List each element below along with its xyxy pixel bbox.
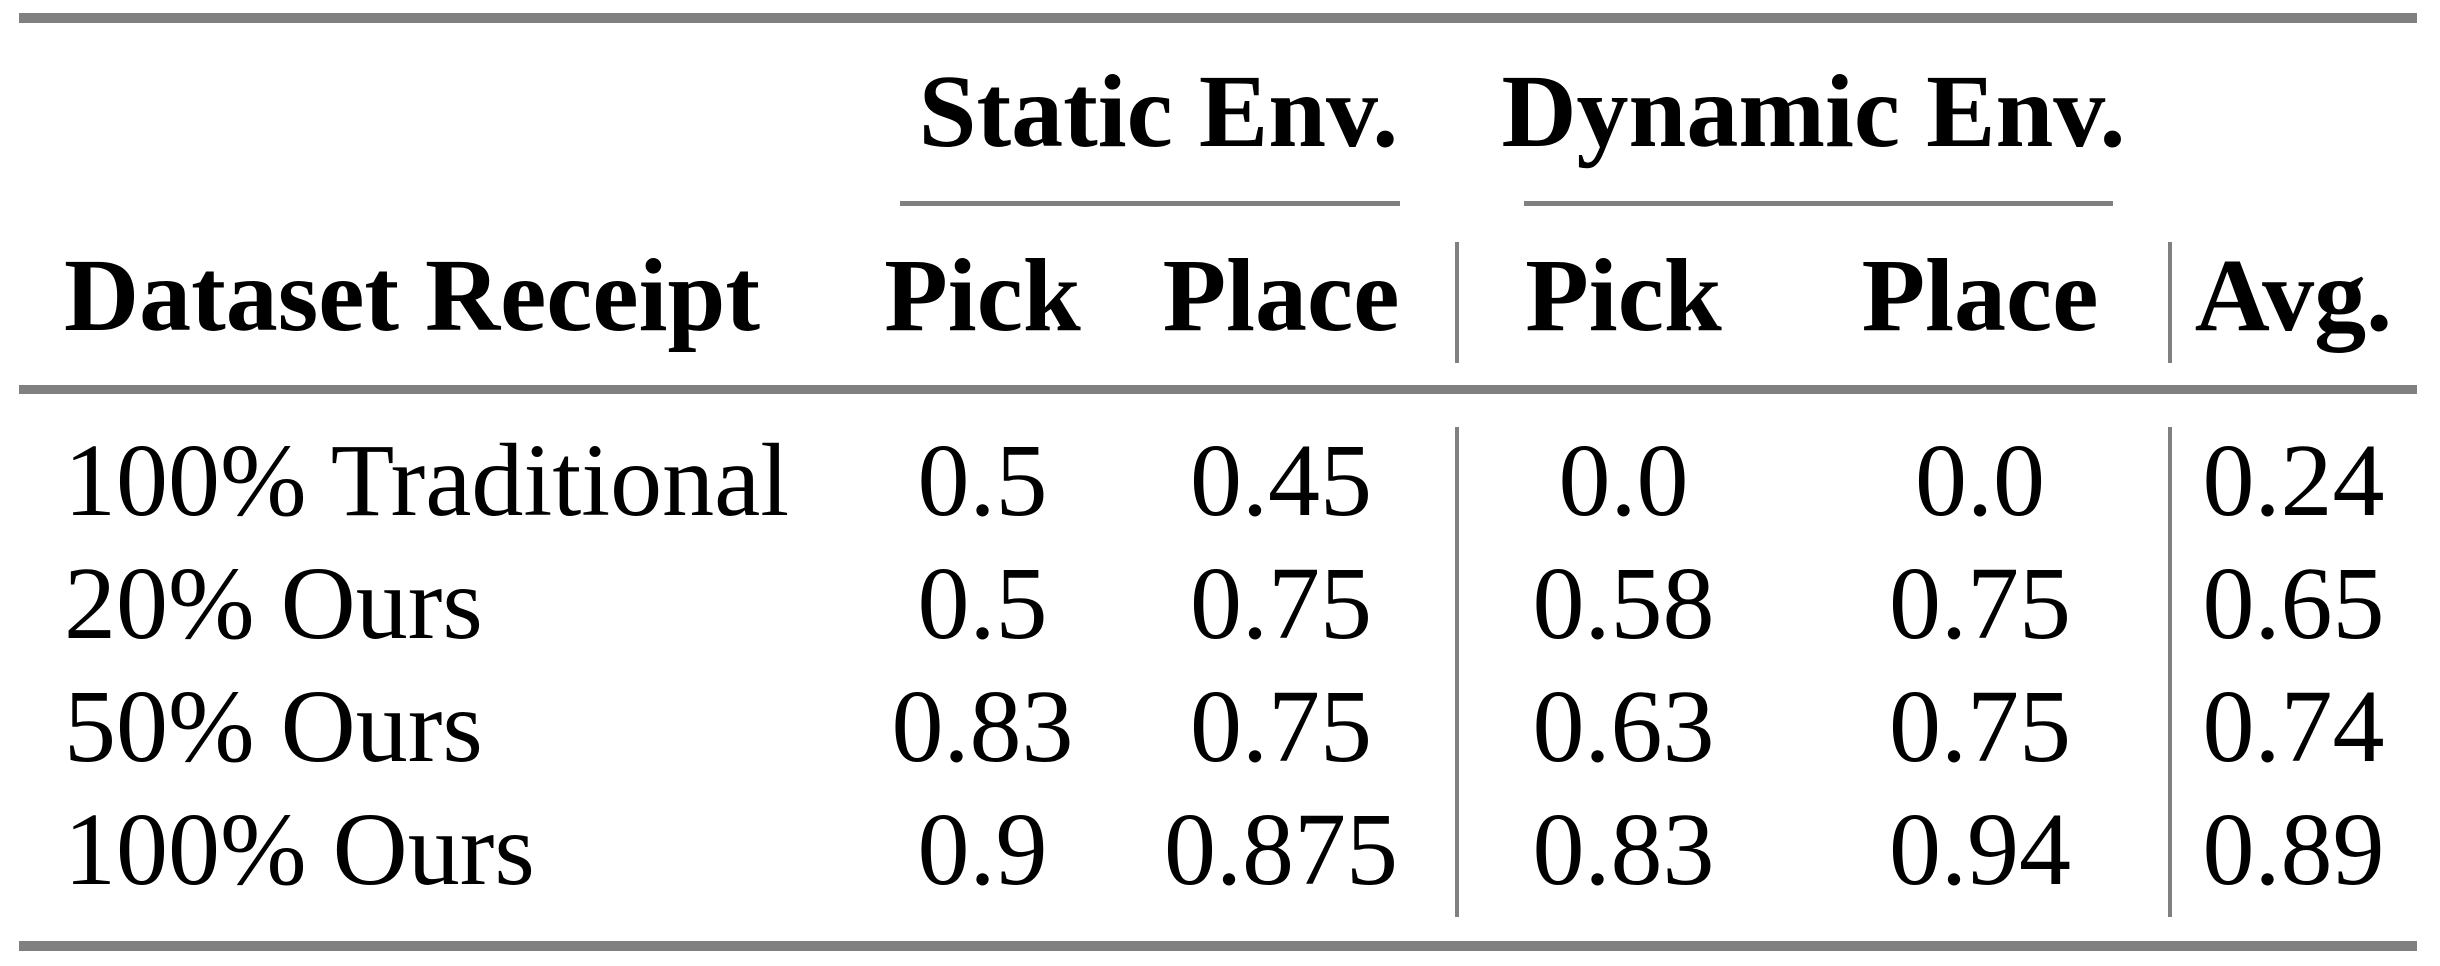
cell-avg: 0.65 bbox=[2202, 546, 2385, 662]
group-header-static-env: Static Env. bbox=[918, 54, 1399, 170]
vertical-rule-static-dynamic-header bbox=[1455, 242, 1459, 363]
cell-avg: 0.89 bbox=[2202, 792, 2385, 908]
cell-dynamic-place: 0.94 bbox=[1889, 792, 2071, 908]
bottom-rule bbox=[19, 941, 2417, 951]
cell-avg: 0.74 bbox=[2202, 669, 2385, 785]
cell-dynamic-place: 0.75 bbox=[1889, 669, 2071, 785]
column-header-dataset-receipt: Dataset Receipt bbox=[64, 237, 760, 353]
cell-dynamic-pick: 0.83 bbox=[1532, 792, 1715, 908]
column-header-dynamic-pick: Pick bbox=[1525, 237, 1722, 353]
group-header-row: Static Env. Dynamic Env. bbox=[19, 23, 2417, 202]
cell-static-pick: 0.9 bbox=[917, 792, 1048, 908]
table-row: 50% Ours 0.83 0.75 0.63 0.75 0.74 bbox=[19, 666, 2417, 789]
row-label: 100% Traditional bbox=[64, 423, 790, 539]
cell-static-place: 0.75 bbox=[1190, 546, 1372, 662]
cell-static-place: 0.75 bbox=[1190, 669, 1372, 785]
cell-static-pick: 0.5 bbox=[917, 546, 1048, 662]
column-header-static-pick: Pick bbox=[884, 237, 1081, 353]
column-header-row: Dataset Receipt Pick Place Pick Place Av… bbox=[19, 207, 2417, 385]
cell-avg: 0.24 bbox=[2202, 423, 2385, 539]
cmidrule-static-env bbox=[900, 201, 1400, 206]
column-header-dynamic-place: Place bbox=[1861, 237, 2099, 353]
table-row: 20% Ours 0.5 0.75 0.58 0.75 0.65 bbox=[19, 543, 2417, 666]
row-label: 50% Ours bbox=[64, 669, 483, 785]
row-label: 100% Ours bbox=[64, 792, 535, 908]
table-row: 100% Ours 0.9 0.875 0.83 0.94 0.89 bbox=[19, 789, 2417, 912]
cell-dynamic-pick: 0.0 bbox=[1558, 423, 1689, 539]
cell-static-place: 0.875 bbox=[1164, 792, 1398, 908]
table-row: 100% Traditional 0.5 0.45 0.0 0.0 0.24 bbox=[19, 420, 2417, 543]
vertical-rule-avg-body bbox=[2168, 427, 2172, 917]
cell-dynamic-pick: 0.63 bbox=[1532, 669, 1715, 785]
top-rule bbox=[19, 13, 2417, 23]
cell-static-pick: 0.83 bbox=[891, 669, 1074, 785]
cell-dynamic-place: 0.75 bbox=[1889, 546, 2071, 662]
mid-rule bbox=[19, 385, 2417, 394]
vertical-rule-static-dynamic-body bbox=[1455, 427, 1459, 917]
column-header-avg: Avg. bbox=[2194, 237, 2393, 353]
cell-dynamic-pick: 0.58 bbox=[1532, 546, 1715, 662]
cell-static-place: 0.45 bbox=[1190, 423, 1372, 539]
column-header-static-place: Place bbox=[1162, 237, 1400, 353]
cmidrule-dynamic-env bbox=[1524, 201, 2113, 206]
cell-static-pick: 0.5 bbox=[917, 423, 1048, 539]
cell-dynamic-place: 0.0 bbox=[1915, 423, 2045, 539]
vertical-rule-avg-header bbox=[2168, 242, 2172, 363]
row-label: 20% Ours bbox=[64, 546, 483, 662]
group-header-dynamic-env: Dynamic Env. bbox=[1501, 54, 2126, 170]
